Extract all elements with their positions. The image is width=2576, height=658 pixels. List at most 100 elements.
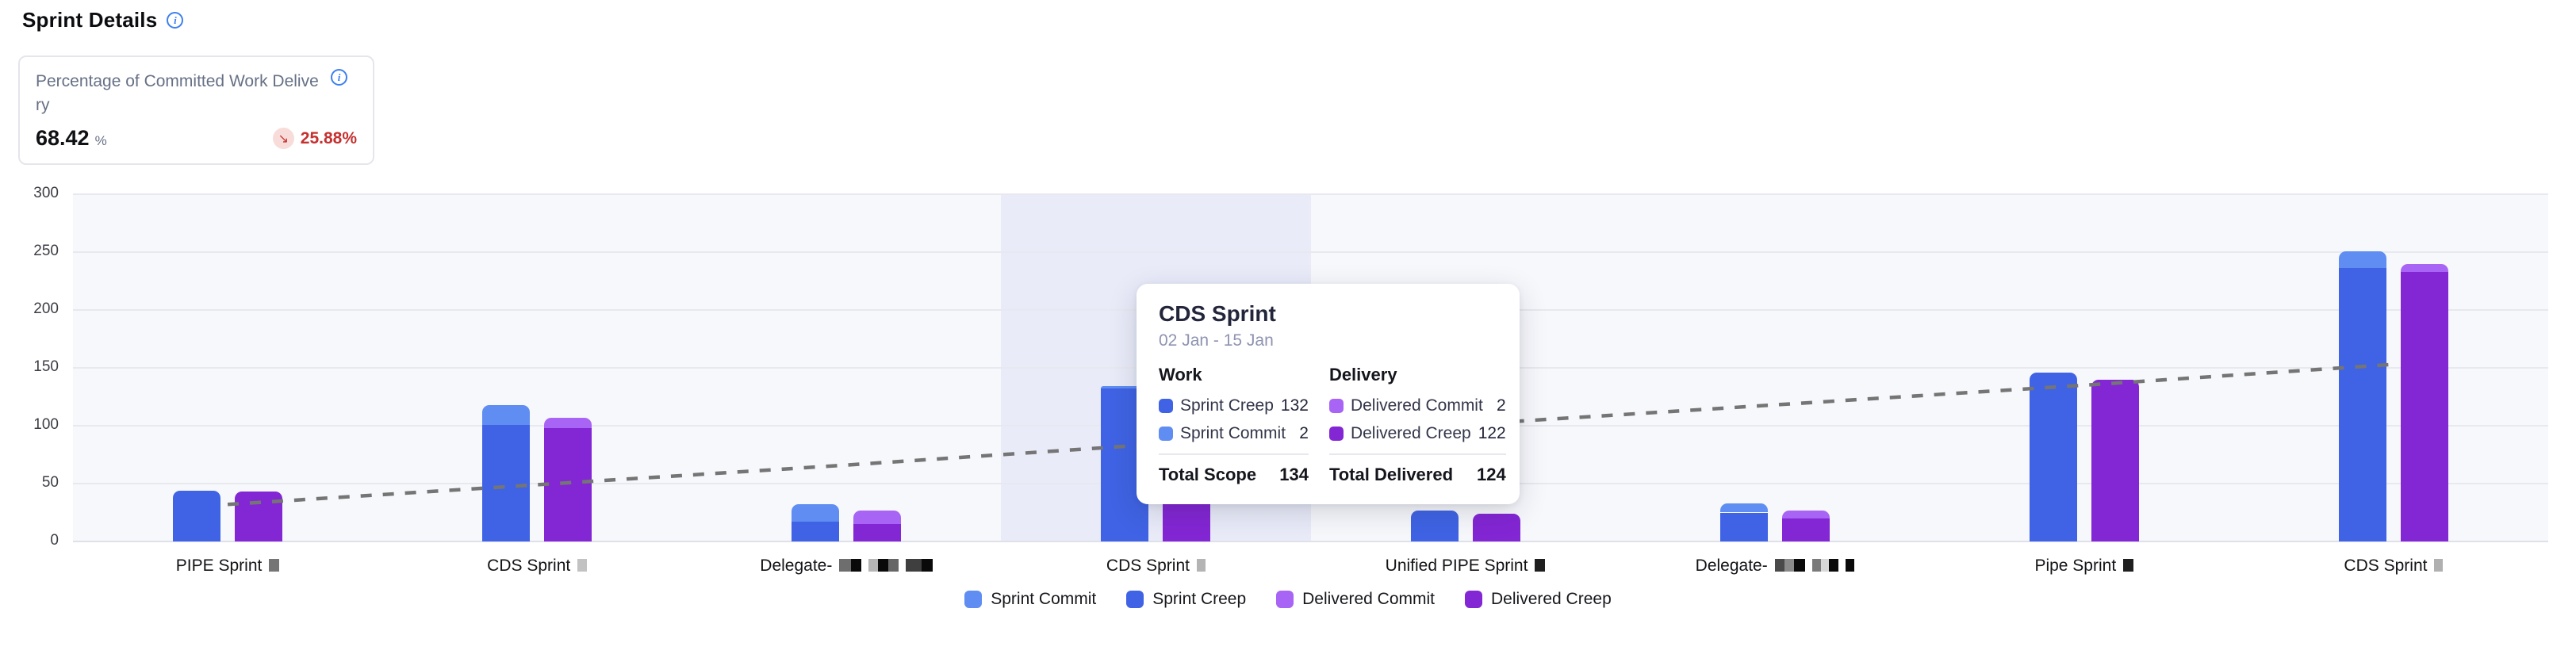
delivery-bar-delivered-creep[interactable] <box>853 524 902 541</box>
work-bar-sprint-creep[interactable] <box>2338 268 2386 541</box>
delivery-bar-delivered-creep[interactable] <box>235 492 283 541</box>
delivery-bar-delivered-commit[interactable] <box>853 510 902 525</box>
info-icon[interactable]: i <box>167 12 184 29</box>
kpi-title: Percentage of Committed Work Delivery <box>36 72 319 114</box>
x-label-text: PIPE Sprint <box>175 557 263 575</box>
redacted-text-block <box>839 559 862 572</box>
trend-down-arrow-icon: ↘ <box>272 128 294 149</box>
tooltip-delivery-column: Delivery Delivered Commit 2 Delivered Cr… <box>1328 365 1506 485</box>
kpi-trend-badge: ↘ 25.88% <box>272 128 357 149</box>
legend-swatch <box>964 591 983 608</box>
legend-item-delivered-creep[interactable]: Delivered Creep <box>1465 590 1612 609</box>
tooltip-row: Sprint Commit 2 <box>1159 424 1309 443</box>
redacted-text-block <box>868 559 899 572</box>
redaction-box <box>1784 559 1794 572</box>
tooltip-row-label: Sprint Creep <box>1180 396 1274 415</box>
tooltip-total-delivered: Total Delivered 124 <box>1329 465 1506 485</box>
work-bar-sprint-commit[interactable] <box>482 404 531 425</box>
y-axis-tick-50: 50 <box>41 474 59 491</box>
kpi-info-icon[interactable]: i <box>331 69 347 86</box>
redaction-box <box>2123 559 2134 572</box>
legend-item-delivered-commit[interactable]: Delivered Commit <box>1276 590 1435 609</box>
delivery-bar-delivered-creep[interactable] <box>544 427 592 541</box>
total-delivered-value: 124 <box>1477 465 1506 484</box>
legend-swatch <box>1465 591 1483 608</box>
delivery-bar-delivered-commit[interactable] <box>1781 510 1830 518</box>
redaction-box <box>906 559 922 572</box>
work-bar-sprint-creep[interactable] <box>2029 372 2077 541</box>
redaction-box <box>1793 559 1805 572</box>
x-label-text: CDS Sprint <box>487 557 571 575</box>
gridline-250 <box>73 251 2548 253</box>
work-bar-sprint-commit[interactable] <box>792 504 840 522</box>
redaction-box <box>577 559 588 572</box>
redacted-text-block <box>1811 559 1838 572</box>
x-label-text: Pipe Sprint <box>2034 557 2117 575</box>
kpi-unit: % <box>94 132 107 148</box>
x-axis-label-5: Delegate- <box>1620 557 1930 576</box>
redacted-text-block <box>1774 559 1805 572</box>
legend-label: Sprint Commit <box>991 590 1097 608</box>
x-label-text: Delegate- <box>1695 557 1768 575</box>
x-axis-label-1: CDS Sprint <box>382 557 692 576</box>
tooltip-row: Delivered Creep 122 <box>1328 424 1506 443</box>
tooltip-row-label: Sprint Commit <box>1180 424 1286 442</box>
work-bar-sprint-commit[interactable] <box>2338 251 2386 269</box>
redaction-box <box>1535 559 1546 572</box>
kpi-card: Percentage of Committed Work Delivery i … <box>18 55 374 165</box>
legend-item-sprint-creep[interactable]: Sprint Creep <box>1126 590 1246 609</box>
chart-legend: Sprint Commit Sprint Creep Delivered Commi… <box>0 590 2576 609</box>
redacted-text-block <box>577 559 588 572</box>
work-bar-sprint-creep[interactable] <box>792 522 840 541</box>
chart-tooltip: CDS Sprint 02 Jan - 15 Jan Work Sprint C… <box>1137 284 1520 504</box>
delivery-bar-delivered-commit[interactable] <box>544 417 592 428</box>
delivery-bar-delivered-creep[interactable] <box>2091 379 2139 541</box>
legend-label: Delivered Commit <box>1302 590 1436 608</box>
kpi-trend-value: 25.88% <box>300 128 357 147</box>
y-axis-tick-0: 0 <box>50 532 59 549</box>
total-scope-value: 134 <box>1279 465 1309 484</box>
redacted-text-block <box>2123 559 2134 572</box>
redaction-box <box>878 559 889 572</box>
tooltip-work-header: Work <box>1159 365 1202 384</box>
redaction-box <box>2434 559 2444 572</box>
work-bar-sprint-creep[interactable] <box>173 490 221 541</box>
delivery-bar-delivered-creep[interactable] <box>1472 513 1520 541</box>
redaction-box <box>888 559 899 572</box>
y-axis-tick-250: 250 <box>33 243 59 259</box>
x-axis-label-4: Unified PIPE Sprint <box>1311 557 1620 576</box>
total-delivered-label: Total Delivered <box>1328 465 1454 484</box>
x-axis-label-6: Pipe Sprint <box>1930 557 2239 576</box>
delivery-bar-delivered-commit[interactable] <box>2400 263 2448 272</box>
delivered-creep-swatch <box>1328 427 1344 441</box>
tooltip-delivery-header: Delivery <box>1328 365 1397 384</box>
delivery-bar-delivered-creep[interactable] <box>2400 271 2448 541</box>
redaction-box <box>269 559 280 572</box>
work-bar-sprint-creep[interactable] <box>482 424 531 541</box>
kpi-value-row: 68.42 % ↘ 25.88% <box>36 126 357 151</box>
delivery-bar-delivered-creep[interactable] <box>1781 518 1830 541</box>
work-bar-sprint-creep[interactable] <box>1719 512 1768 541</box>
page-header: Sprint Details i <box>22 8 184 33</box>
x-label-text: CDS Sprint <box>2344 557 2428 575</box>
x-label-text: CDS Sprint <box>1106 557 1190 575</box>
legend-swatch <box>1276 591 1294 608</box>
redaction-box <box>851 559 862 572</box>
tooltip-row-label: Delivered Commit <box>1350 396 1483 415</box>
legend-item-sprint-commit[interactable]: Sprint Commit <box>964 590 1096 609</box>
work-bar-sprint-commit[interactable] <box>1719 503 1768 513</box>
sprint-commit-swatch <box>1159 427 1173 441</box>
page-title: Sprint Details <box>22 8 158 32</box>
redacted-text-block <box>2434 559 2444 572</box>
redaction-box <box>839 559 852 572</box>
redaction-box <box>1820 559 1829 572</box>
redaction-box <box>868 559 879 572</box>
redacted-text-block <box>269 559 280 572</box>
redacted-text-block <box>1535 559 1546 572</box>
redacted-text-block <box>1845 559 1854 572</box>
redacted-text-block <box>906 559 933 572</box>
x-axis-label-0: PIPE Sprint <box>73 557 382 576</box>
work-bar-sprint-creep[interactable] <box>1410 510 1459 541</box>
y-axis-tick-300: 300 <box>33 185 59 201</box>
x-label-text: Unified PIPE Sprint <box>1385 557 1528 575</box>
